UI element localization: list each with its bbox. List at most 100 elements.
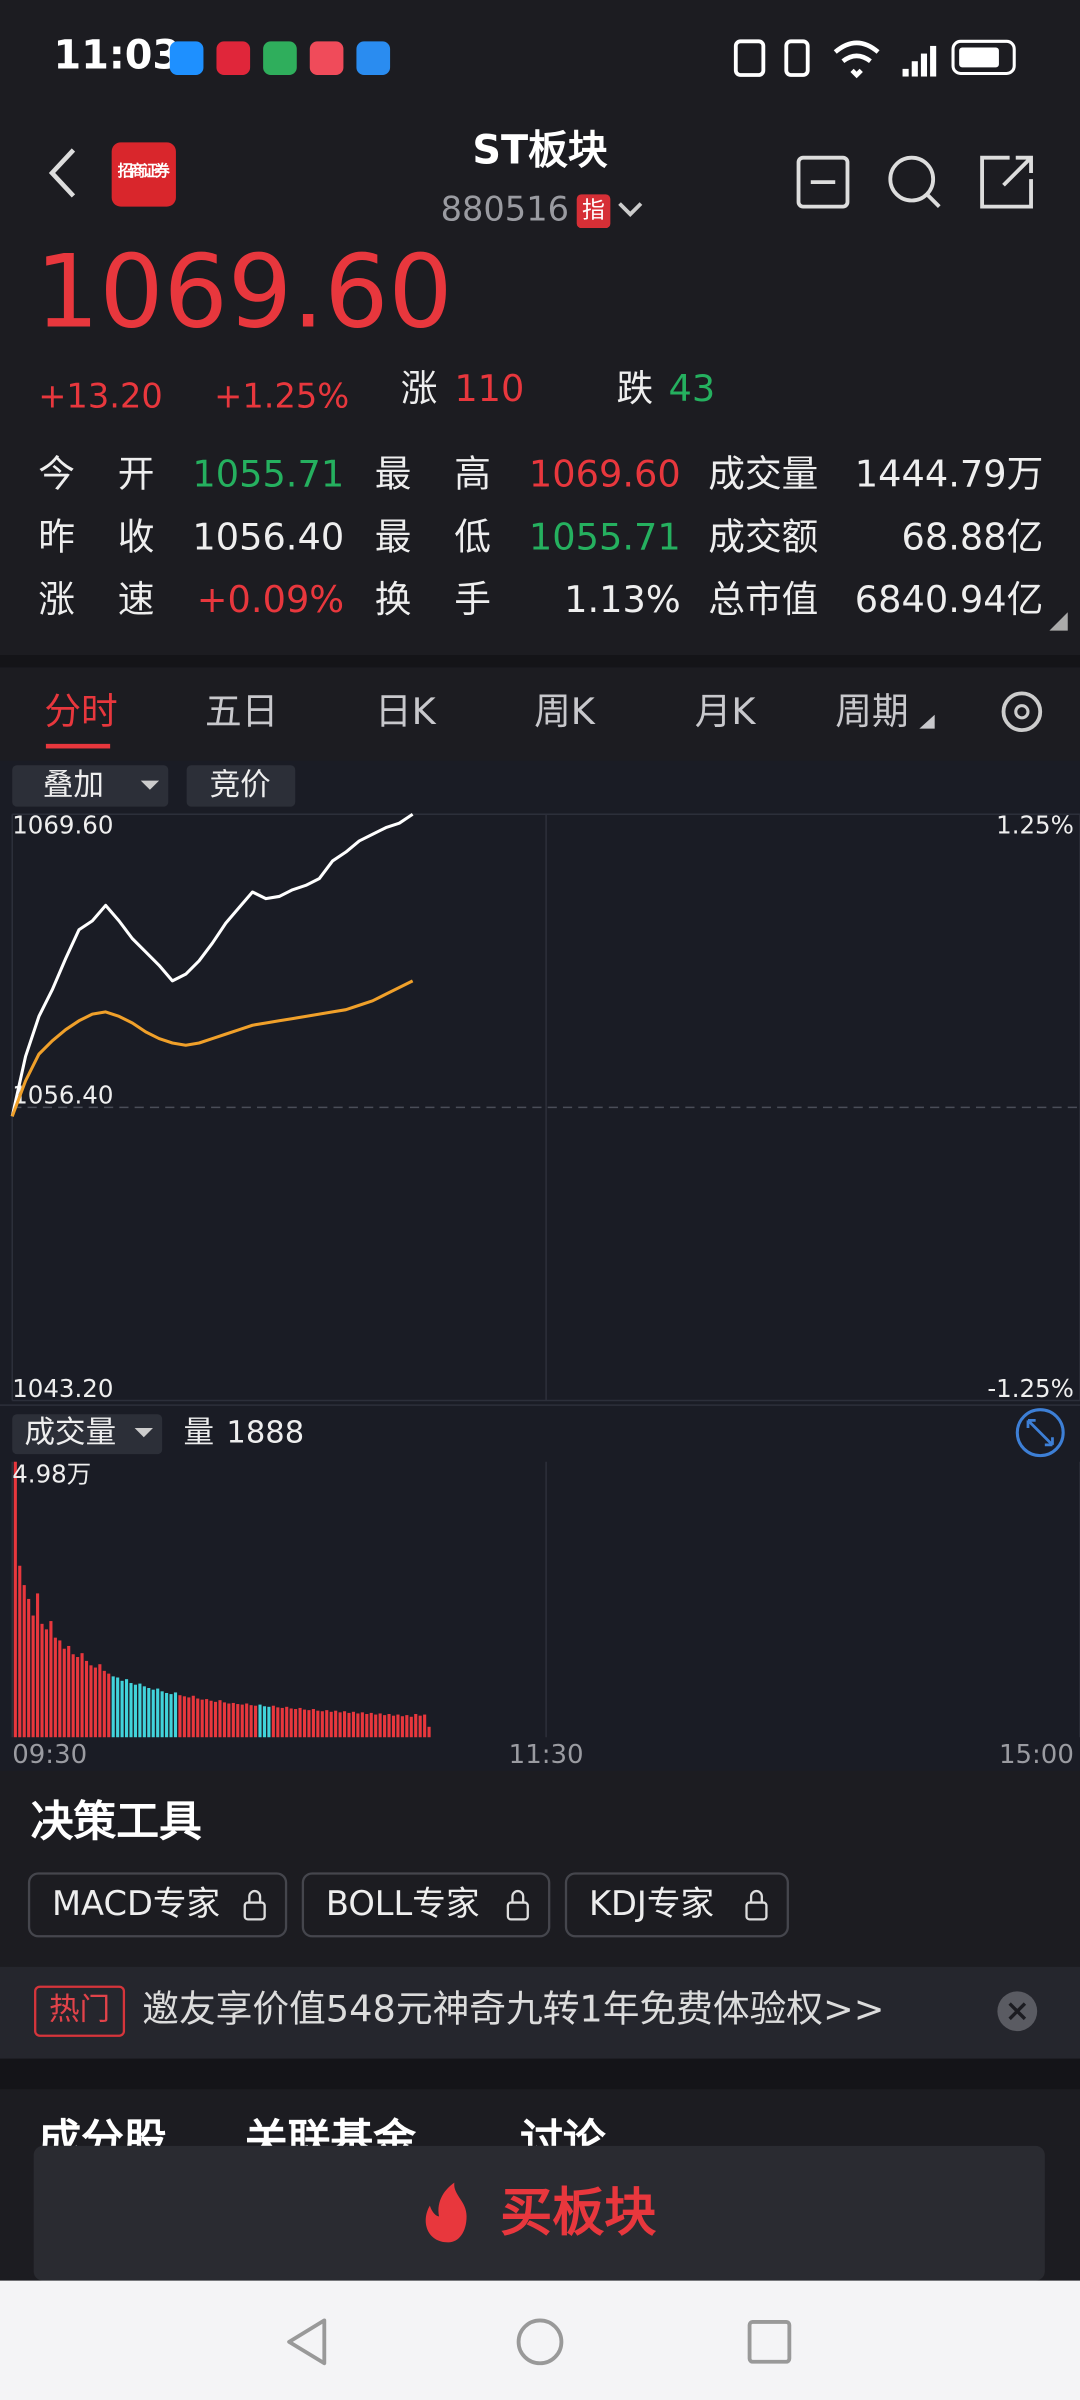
notification-icon bbox=[309, 41, 344, 75]
volume-bar bbox=[258, 1704, 262, 1738]
broker-logo-text: 招商证券 bbox=[118, 162, 171, 180]
volume-bar bbox=[387, 1714, 391, 1738]
volume-bar bbox=[205, 1699, 209, 1738]
volume-bar bbox=[67, 1645, 71, 1738]
chart-tab[interactable]: 分时 bbox=[44, 690, 117, 733]
volume-bar bbox=[107, 1673, 111, 1738]
back-button[interactable] bbox=[48, 148, 76, 198]
volume-bar bbox=[316, 1710, 320, 1738]
tool-button-text: MACD专家 bbox=[52, 1884, 220, 1923]
volume-bar bbox=[89, 1665, 93, 1738]
stat-label: 成交额 bbox=[708, 515, 818, 558]
y-tick-label: 4.98万 bbox=[12, 1460, 91, 1489]
stat-value: 1055.71 bbox=[529, 515, 681, 558]
volume-bar bbox=[18, 1565, 22, 1738]
volume-bar bbox=[311, 1709, 315, 1738]
lock-icon bbox=[243, 1901, 266, 1921]
nav-back[interactable] bbox=[287, 2318, 327, 2366]
auction-button[interactable] bbox=[186, 765, 296, 807]
volume-bar bbox=[280, 1707, 284, 1738]
tool-button[interactable] bbox=[301, 1872, 551, 1938]
volume-bar bbox=[62, 1648, 66, 1738]
minimize-button[interactable] bbox=[796, 155, 850, 209]
volume-bar bbox=[196, 1698, 200, 1738]
chart-tab[interactable]: 周K bbox=[534, 690, 596, 733]
navigation-bar bbox=[0, 2280, 1080, 2400]
volume-indicator-button[interactable] bbox=[12, 1414, 163, 1455]
share-button[interactable] bbox=[980, 155, 1033, 209]
volume-bar bbox=[200, 1699, 204, 1738]
buy-button[interactable] bbox=[33, 2145, 1045, 2281]
volume-bar bbox=[378, 1713, 382, 1738]
promo-banner[interactable] bbox=[0, 1966, 1080, 2059]
volume-bar bbox=[156, 1688, 160, 1738]
volume-bar bbox=[271, 1705, 275, 1738]
chart-tab[interactable]: 月K bbox=[695, 690, 757, 733]
volume-bar bbox=[49, 1621, 53, 1738]
notification-icon bbox=[263, 41, 297, 75]
signal-bar bbox=[902, 68, 909, 77]
y2-tick-label: 1.25% bbox=[996, 811, 1074, 840]
volume-bar bbox=[329, 1711, 333, 1738]
volume-bar bbox=[254, 1705, 258, 1738]
chart-tab[interactable]: 五日 bbox=[205, 690, 278, 733]
volume-bar bbox=[289, 1708, 293, 1738]
volume-bar bbox=[227, 1703, 231, 1738]
volume-bar bbox=[111, 1676, 115, 1738]
volume-bar bbox=[58, 1640, 62, 1738]
advancers-label: 涨 bbox=[401, 367, 438, 410]
volume-bar bbox=[236, 1704, 240, 1738]
nav-recents[interactable] bbox=[747, 2320, 792, 2364]
nav-home[interactable] bbox=[516, 2318, 564, 2366]
volume-bar bbox=[374, 1714, 378, 1738]
volume-bar bbox=[418, 1715, 422, 1738]
chart-panel bbox=[0, 760, 1080, 1771]
overlay-dropdown bbox=[140, 780, 160, 790]
search-handle bbox=[925, 193, 941, 208]
tool-button[interactable] bbox=[27, 1872, 288, 1938]
expand-corner[interactable] bbox=[1049, 612, 1068, 631]
volume-bar bbox=[160, 1691, 164, 1738]
section-divider bbox=[0, 655, 1080, 668]
volume-now-value: 1888 bbox=[226, 1416, 304, 1451]
price-change: +13.20 bbox=[38, 376, 163, 415]
search-button[interactable] bbox=[888, 155, 936, 203]
settings-button[interactable] bbox=[1001, 691, 1043, 733]
promo-tag-box bbox=[34, 1985, 126, 2037]
promo-text: 邀友享价值548元神奇九转1年免费体验权>> bbox=[142, 1988, 884, 2031]
stat-value: 1055.71 bbox=[192, 453, 344, 496]
code-dropdown[interactable] bbox=[618, 202, 643, 217]
lock-icon bbox=[506, 1901, 529, 1921]
promo-close-x bbox=[1008, 2002, 1027, 2021]
overlay-button[interactable] bbox=[12, 765, 169, 807]
volume-bar bbox=[391, 1715, 396, 1738]
index-badge bbox=[576, 194, 611, 229]
decliners-count: 43 bbox=[668, 367, 715, 410]
volume-bar bbox=[209, 1700, 213, 1738]
volume-bar bbox=[356, 1713, 360, 1738]
page-title: ST板块 bbox=[472, 128, 607, 174]
volume-bar bbox=[147, 1688, 151, 1738]
price-change-pct: +1.25% bbox=[214, 376, 349, 415]
volume-bar bbox=[124, 1679, 129, 1738]
flame-icon bbox=[425, 2182, 467, 2243]
chart-tab[interactable]: 日K bbox=[375, 690, 437, 733]
volume-bar bbox=[151, 1689, 155, 1738]
chart-tab[interactable]: 周期 bbox=[835, 690, 908, 733]
stat-value: 68.88亿 bbox=[901, 515, 1043, 558]
price-line bbox=[10, 813, 414, 1117]
stat-value: 1069.60 bbox=[529, 453, 681, 496]
volume-dropdown bbox=[134, 1428, 153, 1438]
volume-bar bbox=[383, 1715, 387, 1738]
tool-button[interactable] bbox=[564, 1872, 789, 1938]
last-price: 1069.60 bbox=[35, 232, 452, 350]
price-line bbox=[10, 979, 414, 1117]
fullscreen-button[interactable] bbox=[1015, 1408, 1065, 1458]
signal-bar bbox=[930, 45, 937, 77]
volume-bar bbox=[120, 1680, 124, 1738]
volume-bar bbox=[396, 1714, 400, 1738]
volume-bar bbox=[218, 1700, 222, 1738]
volume-bar bbox=[53, 1637, 57, 1738]
volume-bar bbox=[231, 1702, 235, 1738]
